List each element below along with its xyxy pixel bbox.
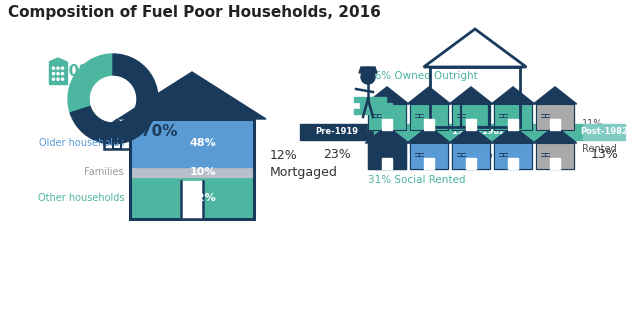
Wedge shape (68, 54, 113, 113)
Polygon shape (410, 143, 448, 169)
FancyBboxPatch shape (381, 103, 392, 108)
Polygon shape (407, 87, 451, 104)
Circle shape (57, 73, 59, 75)
Polygon shape (359, 67, 377, 73)
Text: Post-1982: Post-1982 (580, 128, 628, 136)
FancyBboxPatch shape (371, 103, 381, 108)
Circle shape (52, 78, 54, 80)
Text: 12%
Mortgaged: 12% Mortgaged (270, 149, 338, 179)
Polygon shape (407, 126, 451, 143)
Circle shape (61, 67, 63, 69)
FancyBboxPatch shape (583, 124, 625, 140)
Polygon shape (382, 158, 392, 169)
Polygon shape (452, 104, 490, 130)
Circle shape (57, 67, 59, 69)
Polygon shape (467, 119, 476, 130)
Polygon shape (508, 158, 518, 169)
Polygon shape (533, 87, 577, 104)
Polygon shape (550, 119, 560, 130)
Polygon shape (368, 104, 406, 130)
Polygon shape (536, 143, 574, 169)
Polygon shape (494, 104, 532, 130)
Polygon shape (550, 158, 560, 169)
Polygon shape (494, 143, 532, 169)
Polygon shape (49, 58, 67, 62)
Text: Other households: Other households (38, 193, 124, 203)
Polygon shape (452, 143, 490, 169)
FancyBboxPatch shape (376, 97, 386, 102)
Text: Pre-1919: Pre-1919 (316, 128, 358, 136)
FancyBboxPatch shape (376, 109, 386, 114)
Text: 42%: 42% (190, 193, 217, 203)
Text: 30%: 30% (58, 63, 95, 78)
Circle shape (61, 73, 63, 75)
Polygon shape (508, 119, 518, 130)
Polygon shape (382, 119, 392, 130)
Text: Older households: Older households (39, 138, 124, 148)
Polygon shape (449, 126, 493, 143)
Polygon shape (365, 87, 409, 104)
Text: 11%
Private
Rented: 11% Private Rented (582, 119, 617, 154)
FancyBboxPatch shape (300, 124, 374, 140)
FancyBboxPatch shape (360, 103, 369, 108)
Circle shape (361, 70, 375, 84)
Polygon shape (118, 72, 266, 119)
Polygon shape (424, 119, 434, 130)
Polygon shape (410, 104, 448, 130)
Text: 48%: 48% (190, 138, 217, 148)
Text: Families: Families (84, 167, 124, 177)
FancyBboxPatch shape (365, 97, 375, 102)
Text: 65%: 65% (465, 148, 493, 161)
FancyBboxPatch shape (374, 124, 583, 140)
Circle shape (61, 78, 63, 80)
Polygon shape (467, 158, 476, 169)
Circle shape (52, 73, 54, 75)
FancyBboxPatch shape (365, 109, 375, 114)
Polygon shape (449, 87, 493, 104)
Text: 13%: 13% (590, 148, 618, 161)
Text: 10%: 10% (190, 167, 216, 177)
Polygon shape (536, 104, 574, 130)
Text: Composition of Fuel Poor Households, 2016: Composition of Fuel Poor Households, 201… (8, 5, 381, 20)
Text: 31% Social Rented: 31% Social Rented (368, 175, 465, 185)
Polygon shape (492, 87, 534, 104)
FancyBboxPatch shape (354, 109, 364, 114)
Polygon shape (424, 158, 434, 169)
Text: 1919 -1982: 1919 -1982 (452, 128, 505, 136)
Polygon shape (368, 143, 406, 169)
Polygon shape (492, 126, 534, 143)
Wedge shape (70, 54, 158, 144)
Text: 23%: 23% (323, 148, 351, 161)
Polygon shape (533, 126, 577, 143)
Text: 70%: 70% (141, 124, 177, 139)
Circle shape (52, 67, 54, 69)
Polygon shape (49, 62, 67, 84)
FancyBboxPatch shape (354, 97, 364, 102)
Polygon shape (365, 126, 409, 143)
Circle shape (57, 78, 59, 80)
Text: 46% Owned Outright: 46% Owned Outright (368, 71, 477, 81)
